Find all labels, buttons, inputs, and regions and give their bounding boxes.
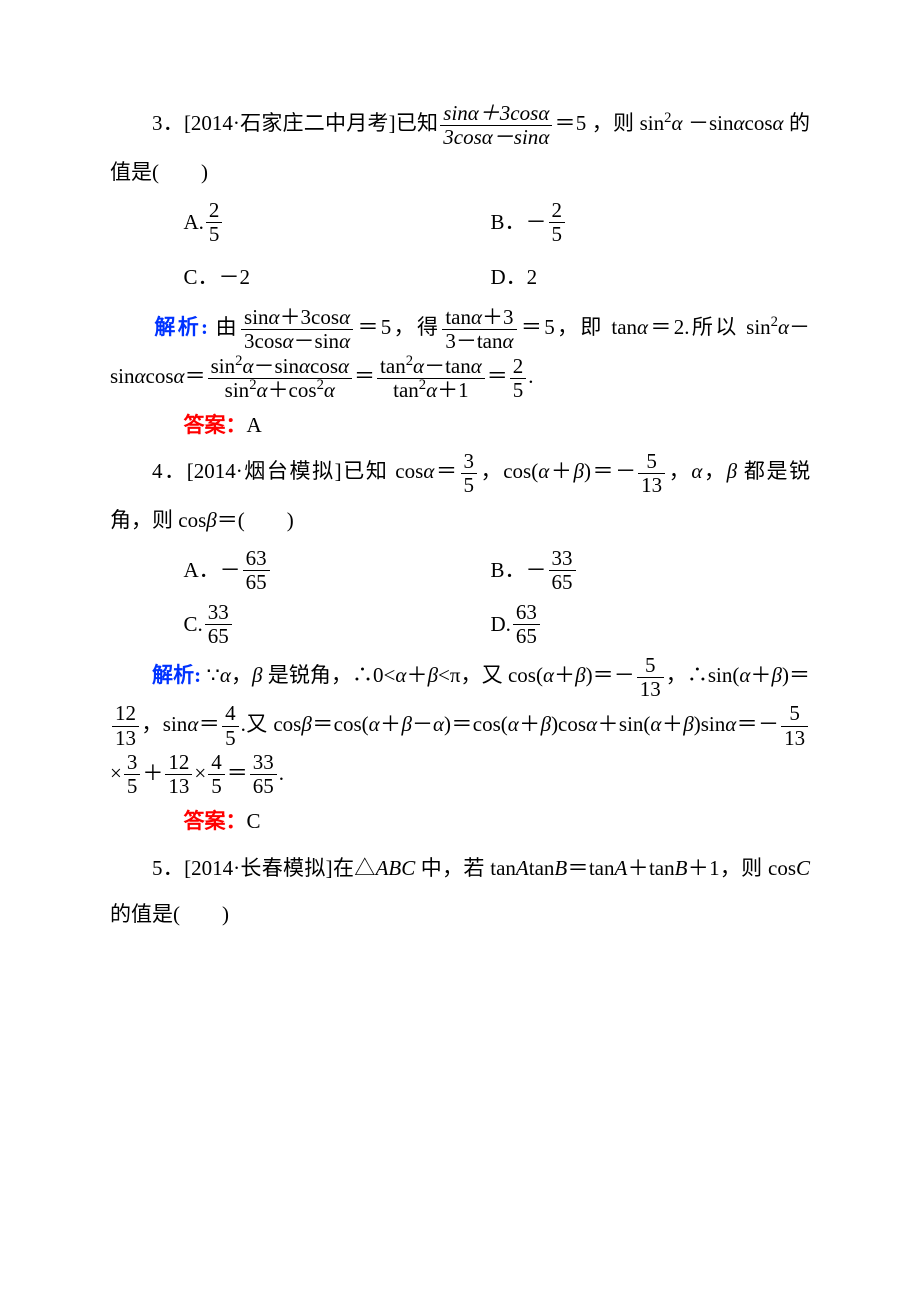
answer-label: 答案：	[184, 413, 247, 437]
q3-number: 3．	[152, 111, 184, 135]
q3-stem-pre: 已知	[396, 111, 439, 135]
q5-number: 5．	[152, 856, 184, 880]
q3-analysis: 解析: 由sinα＋3cosα3cosα－sinα＝5，得tanα＋33－tan…	[110, 304, 810, 402]
analysis-label: 解析:	[152, 663, 201, 687]
q5-stem: 5．[2014·长春模拟]在△ABC 中，若 tanAtanB＝tanA＋tan…	[110, 845, 810, 937]
q4-optB: B．－3365	[490, 543, 797, 598]
q4-answer: 答案：C	[110, 798, 810, 844]
q3-optC: C．－2	[184, 250, 491, 305]
q4-number: 4．	[152, 459, 187, 483]
q4-options: A．－6365 B．－3365 C.3365 D.6365	[184, 543, 811, 652]
q3-frac1: sinα＋3cosα3cosα－sinα	[438, 102, 554, 149]
document-page: 3．[2014·石家庄二中月考]已知sinα＋3cosα3cosα－sinα＝5…	[0, 0, 920, 1302]
q4-source: [2014·烟台模拟]	[187, 459, 342, 483]
q3-source: [2014·石家庄二中月考]	[184, 111, 396, 135]
q4-optD: D.6365	[490, 597, 797, 652]
q4-analysis: 解析: ∵α，β 是锐角，∴0<α＋β<π，又 cos(α＋β)＝－513，∴s…	[110, 652, 810, 798]
q4-optA: A．－6365	[184, 543, 491, 598]
q4-stem: 4．[2014·烟台模拟]已知 cosα＝35，cos(α＋β)＝－513，α，…	[110, 448, 810, 543]
q3-optA: A.25	[184, 195, 491, 250]
q3-stem: 3．[2014·石家庄二中月考]已知sinα＋3cosα3cosα－sinα＝5…	[110, 100, 810, 195]
q3-options: A.25 B．－25 C．－2 D．2	[184, 195, 811, 304]
q3-optB: B．－25	[490, 195, 797, 250]
q5-source: [2014·长春模拟]	[184, 856, 333, 880]
q3-answer: 答案：A	[110, 402, 810, 448]
analysis-label: 解析:	[152, 315, 208, 339]
q3-optD: D．2	[490, 250, 797, 305]
q4-optC: C.3365	[184, 597, 491, 652]
answer-label: 答案：	[184, 809, 247, 833]
